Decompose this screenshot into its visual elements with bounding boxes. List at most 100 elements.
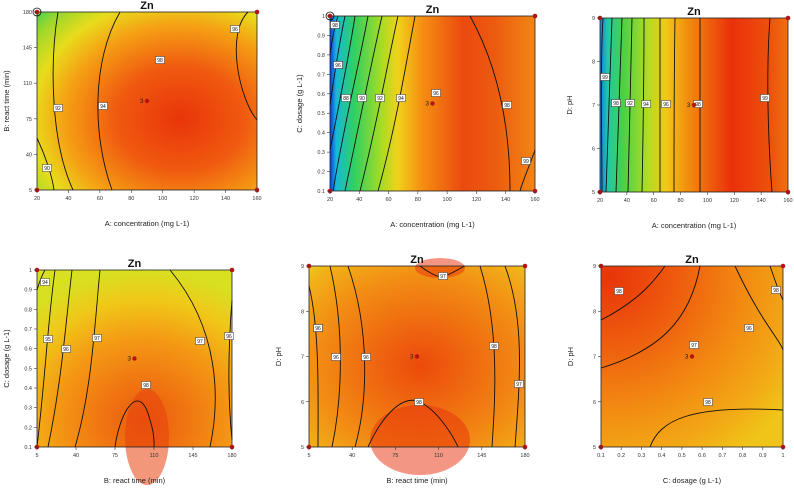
contour-line xyxy=(114,400,155,448)
contour-label: 98 xyxy=(611,99,621,107)
contour-label: 97 xyxy=(438,272,448,280)
contour-line xyxy=(641,17,645,193)
contour-label: 95 xyxy=(43,335,53,343)
contour-label: 97 xyxy=(195,337,205,345)
center-point xyxy=(691,102,697,108)
svg-text:94: 94 xyxy=(100,104,106,110)
contour-label: 97 xyxy=(514,380,524,388)
x-tick-label: 140 xyxy=(757,198,766,204)
y-tick-label: 110 xyxy=(23,81,32,87)
svg-text:98: 98 xyxy=(332,23,338,29)
contour-label: 98 xyxy=(414,398,424,406)
chart-title: Zn xyxy=(410,254,424,266)
svg-text:99: 99 xyxy=(762,96,768,102)
x-tick-label: 0.1 xyxy=(597,453,605,459)
y-tick-label: 0.1 xyxy=(24,445,32,451)
contour-line xyxy=(673,17,676,193)
svg-text:96: 96 xyxy=(363,355,369,361)
y-tick-label: 1 xyxy=(29,268,32,274)
y-axis-label: B: react time (min) xyxy=(2,70,11,132)
contour-label: 92 xyxy=(53,104,63,112)
svg-text:97: 97 xyxy=(197,339,203,345)
y-tick-label: 0.1 xyxy=(317,189,325,195)
x-tick-label: 0.2 xyxy=(617,453,625,459)
chart-title: Zn xyxy=(685,254,699,266)
y-tick-label: 5 xyxy=(301,445,304,451)
contour-label: 99 xyxy=(760,94,770,102)
y-tick-label: 180 xyxy=(23,10,32,16)
x-tick-label: 180 xyxy=(227,453,236,459)
x-tick-label: 0.4 xyxy=(658,453,666,459)
svg-text:96: 96 xyxy=(333,355,339,361)
design-point-marker xyxy=(254,9,260,15)
svg-text:96: 96 xyxy=(232,27,238,33)
contour-line xyxy=(627,17,633,193)
svg-text:98: 98 xyxy=(616,289,622,295)
contour-label: 98 xyxy=(155,56,165,64)
contour-label: 96 xyxy=(333,61,343,69)
contour-label: 96 xyxy=(61,345,71,353)
y-tick-label: 8 xyxy=(301,309,304,315)
x-tick-label: 60 xyxy=(97,196,103,202)
y-tick-label: 0.9 xyxy=(24,288,32,294)
contour-label: 96 xyxy=(230,25,240,33)
x-tick-label: 145 xyxy=(188,453,197,459)
chart-title: Zn xyxy=(140,0,154,12)
y-axis-label: D: pH xyxy=(274,347,283,366)
contour-line xyxy=(347,265,366,448)
x-tick-label: 20 xyxy=(327,197,333,203)
y-axis-label: D: pH xyxy=(565,95,574,114)
svg-text:88: 88 xyxy=(343,96,349,102)
y-tick-label: 6 xyxy=(593,400,596,406)
chart-title: Zn xyxy=(687,6,701,18)
y-axis-label: D: pH xyxy=(566,347,575,366)
x-tick-label: 140 xyxy=(501,197,510,203)
svg-text:92: 92 xyxy=(55,106,61,112)
contour-line xyxy=(36,269,46,291)
contour-label: 98 xyxy=(502,101,512,109)
contour-label: 97 xyxy=(92,334,102,342)
contour-label: 98 xyxy=(771,286,781,294)
x-tick-label: 110 xyxy=(434,453,443,459)
y-tick-label: 5 xyxy=(29,188,32,194)
design-point-marker xyxy=(785,15,791,21)
svg-text:98: 98 xyxy=(416,400,422,406)
x-tick-label: 5 xyxy=(35,453,38,459)
y-tick-label: 7 xyxy=(592,103,595,109)
y-tick-label: 8 xyxy=(592,60,595,66)
center-point-label: 3 xyxy=(127,356,131,363)
x-tick-label: 160 xyxy=(783,198,792,204)
x-tick-label: 40 xyxy=(356,197,362,203)
contour-panel-3: 8890929496989999983Zn2040608010012014016… xyxy=(565,6,793,230)
contour-label: 96 xyxy=(744,324,754,332)
x-tick-label: 60 xyxy=(386,197,392,203)
svg-text:96: 96 xyxy=(226,334,232,340)
x-tick-label: 80 xyxy=(678,198,684,204)
contour-label: 88 xyxy=(341,94,351,102)
svg-text:90: 90 xyxy=(44,166,50,172)
x-tick-label: 0.5 xyxy=(678,453,686,459)
svg-text:97: 97 xyxy=(94,336,100,342)
center-point-label: 3 xyxy=(687,102,691,109)
y-tick-label: 0.3 xyxy=(24,406,32,412)
center-point xyxy=(430,101,435,106)
contour-line xyxy=(649,408,784,448)
contour-label: 99 xyxy=(600,73,610,81)
contour-line xyxy=(615,17,623,193)
contour-label: 90 xyxy=(42,164,52,172)
y-tick-label: 75 xyxy=(26,117,32,123)
contour-line xyxy=(605,17,613,193)
contour-line xyxy=(504,265,520,448)
svg-text:97: 97 xyxy=(516,382,522,388)
contour-line xyxy=(329,15,339,56)
contour-label: 98 xyxy=(330,21,340,29)
x-tick-label: 40 xyxy=(65,196,71,202)
y-tick-label: 5 xyxy=(593,445,596,451)
contour-label: 94 xyxy=(396,94,406,102)
svg-text:98: 98 xyxy=(613,101,619,107)
center-point-label: 3 xyxy=(410,354,414,361)
chart-title: Zn xyxy=(426,4,440,16)
svg-text:98: 98 xyxy=(143,383,149,389)
design-point-marker xyxy=(229,267,235,273)
